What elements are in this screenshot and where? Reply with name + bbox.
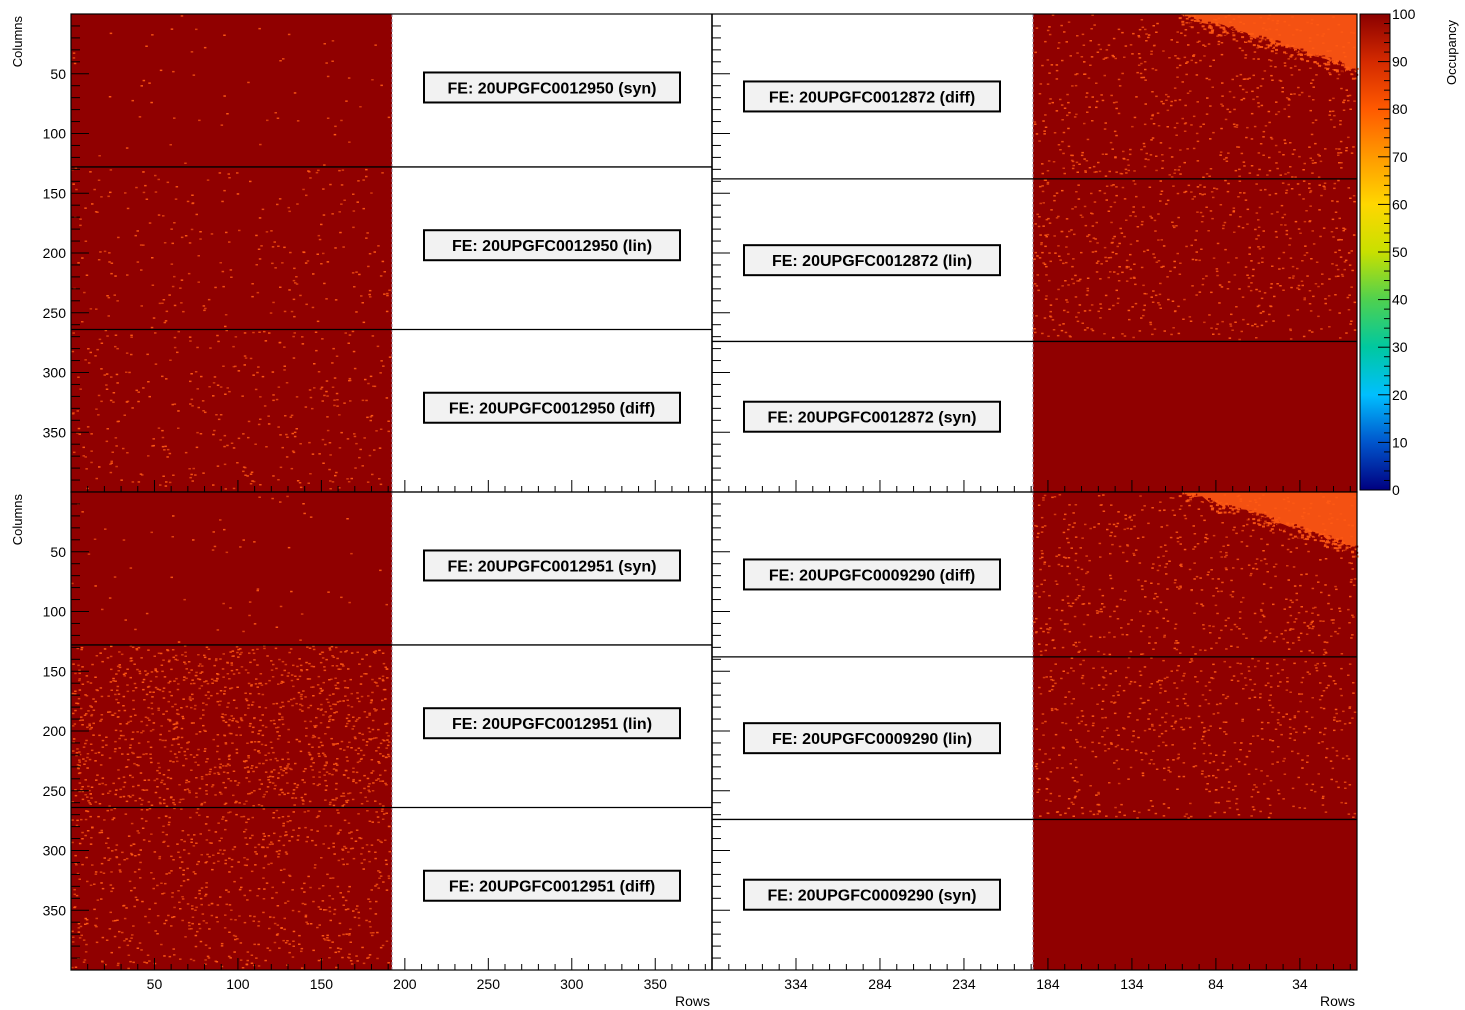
x-tick-label: 150 bbox=[310, 976, 334, 992]
y-tick-label: 100 bbox=[43, 604, 67, 620]
frontend-label: FE: 20UPGFC0012872 (syn) bbox=[743, 400, 1001, 433]
left-module-occupancy bbox=[71, 14, 392, 492]
x-tick-label: 250 bbox=[477, 976, 501, 992]
colorbar-tick-label: 10 bbox=[1392, 434, 1408, 450]
colorbar-tick-label: 30 bbox=[1392, 339, 1408, 355]
y-axis-label: Columns bbox=[10, 494, 25, 546]
x-tick-label: 234 bbox=[952, 976, 976, 992]
x-tick-label: 84 bbox=[1208, 976, 1224, 992]
frontend-label: FE: 20UPGFC0012872 (lin) bbox=[743, 244, 1001, 277]
x-tick-label: 134 bbox=[1120, 976, 1144, 992]
frontend-label: FE: 20UPGFC0009290 (lin) bbox=[743, 722, 1001, 755]
colorbar-tick-label: 80 bbox=[1392, 101, 1408, 117]
colorbar-tick-label: 60 bbox=[1392, 196, 1408, 212]
colorbar-tick-label: 100 bbox=[1392, 6, 1416, 22]
y-tick-label: 250 bbox=[43, 783, 67, 799]
hot-pixels bbox=[71, 14, 1357, 490]
y-tick-label: 100 bbox=[43, 126, 67, 142]
left-module-occupancy bbox=[71, 492, 392, 970]
frontend-label: FE: 20UPGFC0012950 (diff) bbox=[423, 391, 681, 424]
y-axis-label: Columns bbox=[10, 16, 25, 68]
x-axis-label: Rows bbox=[1320, 993, 1355, 1009]
colorbar-tick-label: 0 bbox=[1392, 482, 1400, 498]
y-tick-label: 350 bbox=[43, 902, 67, 918]
y-tick-label: 350 bbox=[43, 424, 67, 440]
low-occupancy-region bbox=[1180, 14, 1357, 72]
x-tick-label: 200 bbox=[393, 976, 417, 992]
y-tick-label: 250 bbox=[43, 305, 67, 321]
y-tick-label: 150 bbox=[43, 185, 67, 201]
frontend-label: FE: 20UPGFC0012951 (diff) bbox=[423, 869, 681, 902]
x-axis: 50 100 150 200 250 300 350 334 284 234 184 134 84 34 R… bbox=[87, 958, 1355, 1009]
x-axis bbox=[87, 480, 1351, 492]
hot-pixels bbox=[71, 492, 1357, 970]
y-tick-label: 200 bbox=[43, 723, 67, 739]
colorbar-tick-label: 50 bbox=[1392, 244, 1408, 260]
y-tick-label: 50 bbox=[50, 66, 66, 82]
y-tick-label: 150 bbox=[43, 663, 67, 679]
x-tick-label: 50 bbox=[147, 976, 163, 992]
x-tick-label: 334 bbox=[784, 976, 808, 992]
panel-2: 50 100 150 200 250 300 350 Columns 50 100 150 200 25… bbox=[10, 491, 1359, 1009]
x-tick-label: 34 bbox=[1292, 976, 1308, 992]
x-axis-label: Rows bbox=[675, 993, 710, 1009]
colorbar-tick-label: 40 bbox=[1392, 292, 1408, 308]
y-tick-label: 300 bbox=[43, 365, 67, 381]
x-tick-label: 350 bbox=[644, 976, 668, 992]
x-tick-label: 184 bbox=[1036, 976, 1060, 992]
x-tick-label: 284 bbox=[868, 976, 892, 992]
colorbar-label: Occupancy bbox=[1444, 20, 1459, 86]
frontend-label: FE: 20UPGFC0012950 (lin) bbox=[423, 229, 681, 262]
frontend-label: FE: 20UPGFC0012951 (lin) bbox=[423, 707, 681, 740]
frontend-label: FE: 20UPGFC0012951 (syn) bbox=[423, 549, 681, 582]
y-tick-label: 200 bbox=[43, 245, 67, 261]
x-tick-label: 300 bbox=[560, 976, 584, 992]
frontend-label: FE: 20UPGFC0009290 (syn) bbox=[743, 878, 1001, 911]
x-tick-label: 100 bbox=[226, 976, 250, 992]
colorbar-tick-label: 90 bbox=[1392, 54, 1408, 70]
frontend-label: FE: 20UPGFC0012950 (syn) bbox=[423, 71, 681, 104]
colorbar: 0 10 20 30 40 50 60 70 80 90 100 Occupancy bbox=[1359, 6, 1459, 498]
colorbar-tick-label: 70 bbox=[1392, 149, 1408, 165]
colorbar-tick-label: 20 bbox=[1392, 387, 1408, 403]
frontend-label: FE: 20UPGFC0012872 (diff) bbox=[743, 80, 1001, 113]
panel-1: 50 100 150 200 250 300 350 Columns bbox=[10, 13, 1359, 493]
frontend-label: FE: 20UPGFC0009290 (diff) bbox=[743, 558, 1001, 591]
y-tick-label: 300 bbox=[43, 843, 67, 859]
y-tick-label: 50 bbox=[50, 544, 66, 560]
y-axis: 50 100 150 200 250 300 350 Columns bbox=[10, 494, 730, 959]
y-axis: 50 100 150 200 250 300 350 Columns bbox=[10, 16, 730, 481]
